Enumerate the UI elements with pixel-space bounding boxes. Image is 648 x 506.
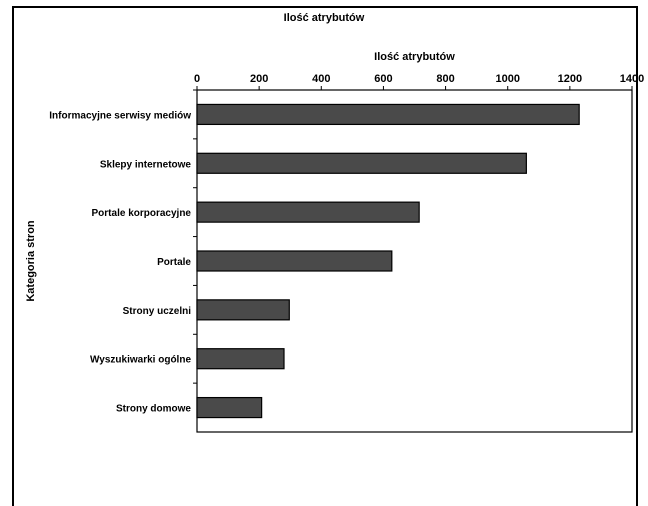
category-label: Strony uczelni [123, 306, 192, 317]
bar [196, 299, 290, 321]
bar [196, 250, 393, 272]
bar [196, 348, 285, 370]
category-label: Wyszukiwarki ogólne [90, 355, 191, 366]
x-tick-label: 1400 [620, 73, 644, 85]
x-tick-label: 400 [312, 73, 330, 85]
x-tick-label: 1000 [495, 73, 519, 85]
category-label: Sklepy internetowe [100, 159, 192, 170]
y-axis-label: Kategoria stron [25, 220, 37, 302]
bar [196, 201, 420, 223]
x-tick-label: 200 [250, 73, 268, 85]
x-tick-label: 600 [374, 73, 392, 85]
chart-title: Ilość atrybutów [283, 12, 365, 24]
x-axis-label: Ilość atrybutów [374, 51, 455, 63]
category-label: Strony domowe [116, 404, 191, 415]
bar [196, 103, 580, 126]
category-label: Portale korporacyjne [92, 208, 192, 219]
bar [196, 396, 263, 419]
bar [196, 152, 527, 174]
chart-frame [12, 6, 638, 506]
x-tick-label: 0 [194, 73, 200, 85]
x-tick-label: 1200 [558, 73, 582, 85]
x-tick-label: 800 [436, 73, 454, 85]
category-label: Portale [157, 257, 191, 268]
category-label: Informacyjne serwisy mediów [49, 110, 191, 121]
plot-area: 0 200 400 600 800 1000 1200 1400 Informacyjne se… [49, 73, 644, 433]
